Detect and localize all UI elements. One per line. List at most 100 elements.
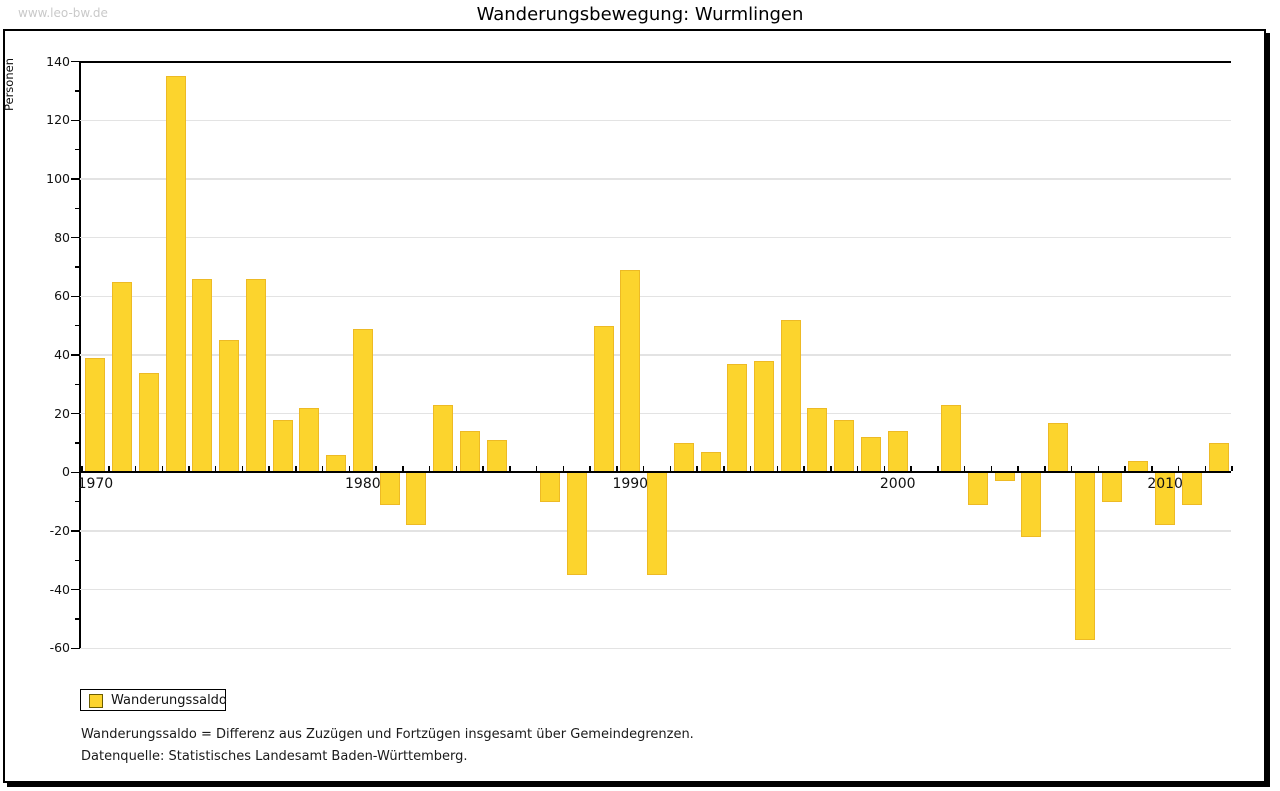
y-axis-title: Personen: [2, 58, 16, 112]
gridline: [80, 354, 1231, 356]
gridline: [80, 412, 1231, 415]
x-axis-tick: [241, 466, 244, 471]
x-axis-tick: [749, 466, 752, 471]
bar-2000[interactable]: [887, 431, 908, 473]
chart-frame: [3, 29, 1266, 783]
bar-1990[interactable]: [620, 269, 641, 473]
x-axis-tick: [214, 466, 217, 471]
bar-1977[interactable]: [272, 419, 293, 473]
x-axis-tick: [990, 466, 993, 471]
bar-1995[interactable]: [754, 360, 774, 473]
x-axis-tick: [321, 466, 324, 471]
bar-1994[interactable]: [727, 363, 748, 473]
bar-1998[interactable]: [834, 419, 855, 473]
chart-title: Wanderungsbewegung: Wurmlingen: [476, 4, 804, 25]
bar-1971[interactable]: [112, 281, 133, 473]
x-axis-tick: [1124, 466, 1126, 471]
bar-1987[interactable]: [540, 472, 561, 502]
watermark: www.leo-bw.de: [18, 6, 108, 20]
bar-1989[interactable]: [593, 325, 614, 473]
y-axis-tick: [74, 266, 79, 268]
bar-2006[interactable]: [1048, 422, 1069, 473]
bar-1973[interactable]: [165, 76, 186, 473]
bar-2005[interactable]: [1021, 472, 1042, 537]
y-axis-tick: [74, 500, 79, 503]
bar-1970[interactable]: [85, 357, 106, 473]
x-axis-tick: [803, 466, 805, 471]
y-axis-label: 80: [54, 229, 70, 245]
y-axis-tick: [71, 412, 79, 415]
x-axis-tick: [910, 466, 912, 471]
bar-1988[interactable]: [566, 472, 587, 576]
gridline: [80, 119, 1231, 122]
bar-1976[interactable]: [245, 278, 266, 473]
bar-1992[interactable]: [673, 443, 694, 473]
bar-2008[interactable]: [1101, 472, 1122, 502]
legend-box: Wanderungssaldo: [80, 689, 227, 711]
bar-1985[interactable]: [486, 440, 507, 473]
bar-1980[interactable]: [352, 328, 373, 473]
y-axis-label: 100: [46, 171, 70, 187]
y-axis-tick: [71, 471, 79, 474]
y-axis-tick: [71, 588, 79, 591]
x-axis-tick: [375, 466, 377, 471]
bar-2004[interactable]: [994, 472, 1015, 482]
bar-1993[interactable]: [700, 451, 721, 473]
bar-2002[interactable]: [941, 404, 962, 473]
bar-1972[interactable]: [138, 372, 159, 473]
bar-1999[interactable]: [860, 437, 881, 473]
x-axis-tick: [1151, 466, 1153, 471]
bar-1997[interactable]: [807, 407, 828, 473]
x-axis-tick: [535, 466, 538, 471]
bar-1975[interactable]: [219, 340, 240, 473]
y-axis-tick: [71, 295, 79, 298]
x-axis-tick: [428, 466, 431, 471]
x-axis-tick: [669, 466, 672, 471]
x-axis-tick: [963, 466, 966, 471]
x-axis-tick: [830, 466, 832, 471]
x-axis-tick: [108, 466, 110, 471]
bar-1984[interactable]: [459, 431, 480, 473]
bar-1996[interactable]: [780, 319, 801, 473]
y-axis-tick: [71, 354, 79, 356]
x-axis-tick: [1097, 466, 1100, 471]
x-axis-tick: [81, 466, 83, 471]
y-axis-label: 40: [54, 347, 70, 363]
bar-1979[interactable]: [326, 454, 347, 473]
bar-1974[interactable]: [192, 278, 213, 473]
bar-1978[interactable]: [299, 407, 320, 473]
x-axis-tick: [348, 466, 351, 471]
y-axis-tick: [71, 647, 79, 650]
x-axis-tick: [188, 466, 190, 471]
x-axis-tick: [856, 466, 859, 471]
x-axis-label: 2010: [1147, 476, 1183, 492]
y-axis-tick: [74, 324, 79, 327]
y-axis-label: 140: [46, 53, 70, 69]
y-axis-tick: [71, 530, 79, 532]
x-axis-tick: [562, 466, 565, 471]
x-axis-tick: [161, 466, 163, 471]
bar-1982[interactable]: [406, 472, 427, 526]
bar-1983[interactable]: [433, 404, 454, 473]
y-axis-tick: [74, 207, 79, 210]
y-axis-label: 120: [46, 112, 70, 128]
y-axis-label: -40: [49, 581, 70, 597]
x-axis-tick: [509, 466, 511, 471]
x-axis-tick: [589, 466, 591, 471]
footnote-source: Datenquelle: Statistisches Landesamt Bad…: [81, 749, 468, 764]
y-axis-tick: [71, 60, 79, 63]
x-axis-tick: [402, 466, 404, 471]
x-axis-tick: [723, 466, 725, 471]
legend-swatch: [89, 694, 103, 708]
y-axis-tick: [74, 559, 79, 562]
y-axis-tick: [71, 236, 79, 239]
x-axis-tick: [482, 466, 484, 471]
x-axis-tick: [268, 466, 270, 471]
x-axis-tick: [696, 466, 698, 471]
bar-2012[interactable]: [1208, 443, 1229, 473]
bar-2007[interactable]: [1074, 472, 1095, 640]
x-axis-label: 1970: [77, 476, 114, 492]
bar-2003[interactable]: [967, 472, 988, 505]
x-axis-tick: [1204, 466, 1207, 471]
